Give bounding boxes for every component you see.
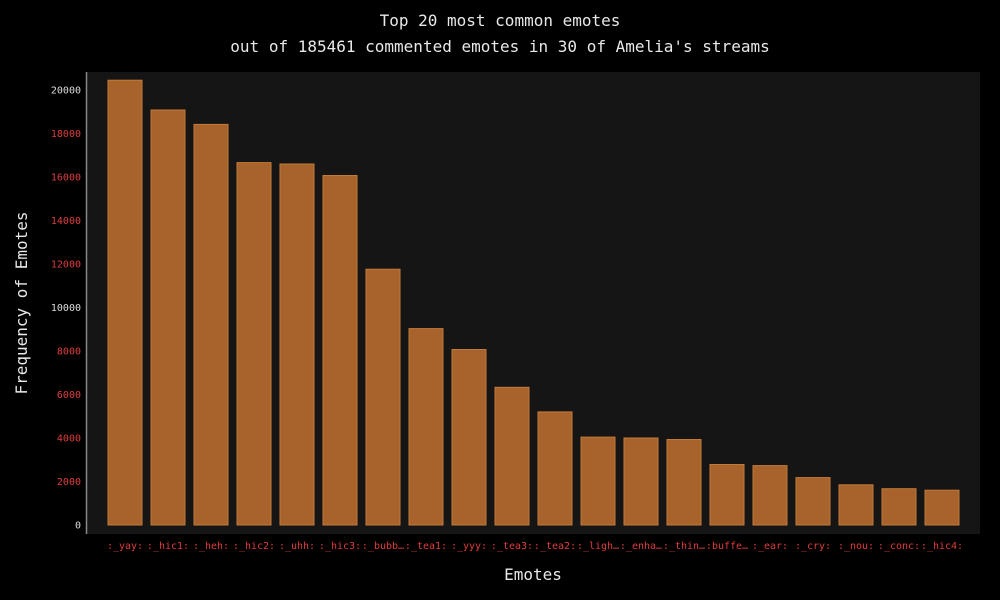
y-tick-label: 8000 bbox=[57, 347, 81, 358]
bar-3 bbox=[236, 162, 272, 526]
bar-18 bbox=[881, 488, 917, 526]
x-tick-label: :_ear: bbox=[752, 541, 788, 552]
bar-11 bbox=[580, 436, 616, 526]
bar-10 bbox=[537, 411, 573, 526]
y-axis-label: Frequency of Emotes bbox=[12, 211, 31, 394]
bar-8 bbox=[451, 349, 487, 526]
y-tick-labels: 0 2000 4000 6000 8000 10000 12000 14000 16000 180… bbox=[51, 86, 81, 532]
bar-13 bbox=[666, 439, 702, 526]
y-tick-label: 20000 bbox=[51, 86, 81, 97]
bar-12 bbox=[623, 437, 659, 526]
bar-2 bbox=[193, 123, 229, 526]
y-tick-label: 10000 bbox=[51, 303, 81, 314]
bar-5 bbox=[322, 175, 358, 526]
y-tick-label: 0 bbox=[75, 521, 81, 532]
bars bbox=[107, 79, 960, 526]
x-tick-label: :_uhh: bbox=[279, 541, 315, 552]
x-tick-label: :_yay: bbox=[107, 541, 143, 552]
x-tick-labels: :_yay: :_hic1: :_heh: :_hic2: :_uhh: :_hic3::… bbox=[107, 541, 963, 552]
x-tick-label: :_cry: bbox=[795, 541, 831, 552]
x-tick-label: :_tea2: bbox=[534, 541, 576, 552]
chart-subtitle: out of 185461 commented emotes in 30 of … bbox=[230, 37, 769, 56]
bar-9 bbox=[494, 386, 530, 526]
bar-4 bbox=[279, 163, 315, 526]
y-tick-label: 2000 bbox=[57, 477, 81, 488]
bar-17 bbox=[838, 484, 874, 526]
bar-7 bbox=[408, 328, 444, 526]
bar-6 bbox=[365, 268, 401, 526]
x-tick-label: :_nou: bbox=[838, 541, 874, 552]
x-tick-label: :_enha… bbox=[620, 541, 662, 552]
bar-0 bbox=[107, 79, 143, 526]
x-axis-label: Emotes bbox=[504, 565, 562, 584]
y-tick-label: 4000 bbox=[57, 434, 81, 445]
x-tick-label: :_yyy: bbox=[451, 541, 487, 552]
x-tick-label: :_tea3: bbox=[491, 541, 533, 552]
x-tick-label: :_tea1: bbox=[405, 541, 447, 552]
plot-area bbox=[86, 72, 980, 534]
x-tick-label: :_hic1: bbox=[147, 541, 189, 552]
y-tick-label: 16000 bbox=[51, 173, 81, 184]
x-tick-label: :_thin… bbox=[663, 541, 705, 552]
x-tick-label: :_hic4: bbox=[921, 541, 963, 552]
y-tick-label: 14000 bbox=[51, 216, 81, 227]
x-tick-label: :_heh: bbox=[193, 541, 229, 552]
y-tick-label: 18000 bbox=[51, 129, 81, 140]
chart-title: Top 20 most common emotes bbox=[380, 11, 621, 30]
y-tick-label: 6000 bbox=[57, 390, 81, 401]
bar-19 bbox=[924, 489, 960, 526]
y-tick-label: 12000 bbox=[51, 260, 81, 271]
bar-1 bbox=[150, 109, 186, 526]
x-tick-label: :_hic3: bbox=[319, 541, 361, 552]
x-tick-label: :_bubb… bbox=[362, 541, 404, 552]
x-tick-label: :_hic2: bbox=[233, 541, 275, 552]
x-tick-label: :buffe… bbox=[706, 541, 748, 552]
x-tick-label: :_conc: bbox=[878, 541, 920, 552]
bar-14 bbox=[709, 464, 745, 526]
bar-15 bbox=[752, 465, 788, 526]
x-tick-label: :_ligh… bbox=[577, 541, 619, 552]
bar-16 bbox=[795, 477, 831, 526]
